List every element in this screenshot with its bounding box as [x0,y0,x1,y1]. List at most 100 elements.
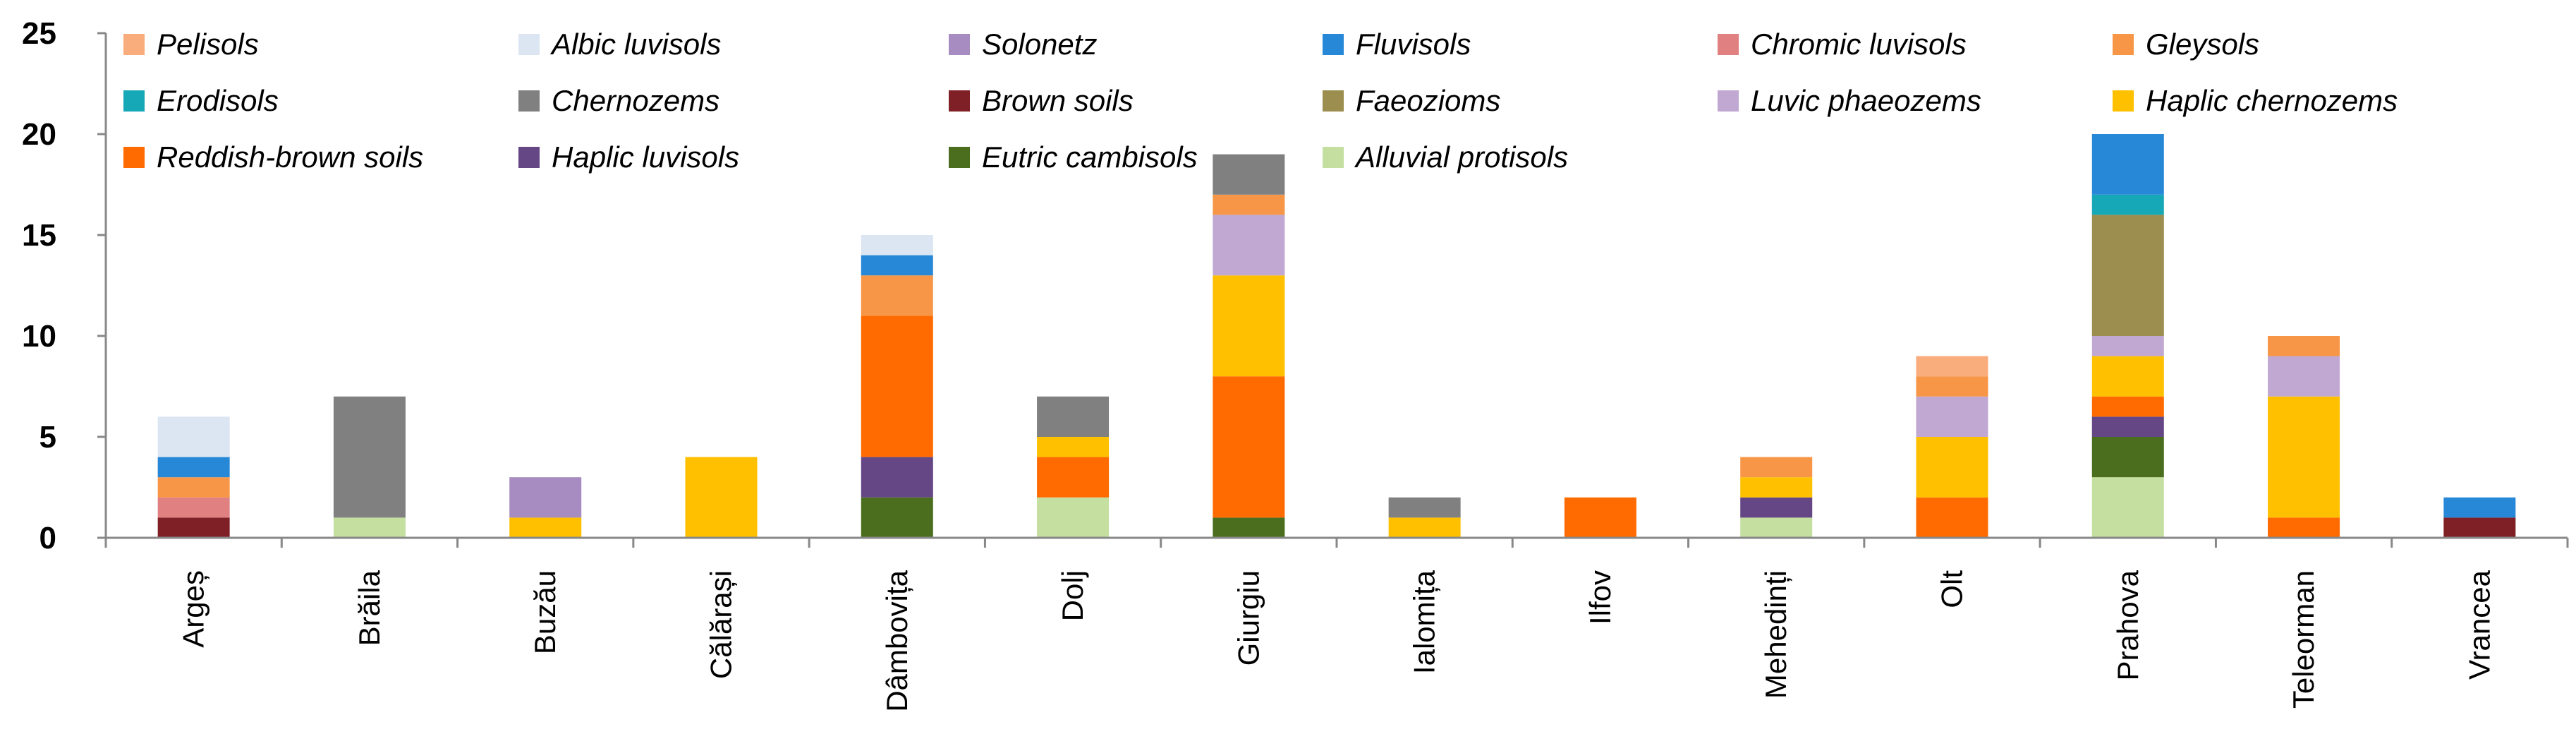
legend-swatch [949,147,970,168]
legend-label: Albic luvisols [549,28,721,61]
legend-item-pelisols: Pelisols [123,28,259,61]
x-tick-label-dambovita: Dâmbovița [880,570,913,711]
bar-mehedinti-gleysols [1740,457,1813,478]
legend-label: Luvic phaeozems [1751,84,1981,117]
legend-item-reddish-brown-soils: Reddish-brown soils [123,140,423,174]
y-tick-label: 10 [22,319,56,354]
y-tick-label: 20 [22,117,56,152]
legend-swatch [2113,90,2134,112]
x-tick-label-dolj: Dolj [1056,570,1089,621]
legend-label: Chromic luvisols [1751,28,1967,61]
legend-swatch [518,147,540,168]
legend-item-albic-luvisols: Albic luvisols [518,28,721,61]
legend-swatch [123,90,145,112]
bar-dolj-haplic-chernozems [1037,437,1110,457]
legend-item-brown-soils: Brown soils [949,84,1134,117]
bar-prahova-luvic-phaeozems [2091,336,2164,356]
bar-ialomita-chernozems [1388,497,1461,518]
bar-dambovita-reddish-brown-soils [861,315,933,457]
y-axis: 0 5 10 15 20 25 [22,16,107,555]
bar-prahova-fluvisols [2091,134,2164,195]
x-tick-label-vrancea: Vrancea [2462,570,2496,680]
x-tick-label-ialomita: Ialomița [1408,570,1441,674]
x-tick-label-arges: Argeș [177,570,210,648]
x-tick-label-teleorman: Teleorman [2287,570,2320,709]
bar-ilfov-reddish-brown-soils [1564,497,1636,538]
bar-prahova-haplic-luvisols [2091,416,2164,437]
x-tick-label-olt: Olt [1936,570,1969,608]
bars [157,134,2516,538]
legend-swatch [2113,34,2134,55]
y-tick-label: 5 [40,420,56,455]
bar-prahova-eutric-cambisols [2091,437,2164,478]
bar-arges-albic-luvisols [157,416,230,457]
bar-arges-gleysols [157,477,230,498]
legend-swatch [1323,34,1344,55]
legend-label: Eutric cambisols [982,140,1198,174]
bar-olt-reddish-brown-soils [1916,497,1988,538]
legend-label: Alluvial protisols [1354,140,1568,174]
legend-swatch [1718,34,1739,55]
legend-item-haplic-luvisols: Haplic luvisols [518,140,739,174]
bar-dambovita-haplic-luvisols [861,457,933,498]
bar-calarasi-haplic-chernozems [685,457,758,538]
bar-dambovita-fluvisols [861,255,933,276]
bar-giurgiu-luvic-phaeozems [1213,215,1285,276]
legend-label: Haplic chernozems [2146,84,2398,117]
y-tick-label: 25 [22,16,56,51]
bar-giurgiu-haplic-chernozems [1213,275,1285,377]
legend-label: Haplic luvisols [552,140,739,174]
legend-label: Chernozems [552,84,719,117]
bar-olt-pelisols [1916,356,1988,377]
bar-vrancea-brown-soils [2443,517,2516,538]
bar-giurgiu-eutric-cambisols [1213,517,1285,538]
legend-swatch [1323,90,1344,112]
legend-swatch [949,90,970,112]
legend-label: Erodisols [157,84,279,117]
legend-item-fluvisols: Fluvisols [1323,28,1471,61]
x-tick-label-buzau: Buzău [528,570,561,654]
legend-item-alluvial-protisols: Alluvial protisols [1323,140,1568,174]
bar-teleorman-gleysols [2268,336,2340,356]
legend-swatch [949,34,970,55]
x-tick-label-ilfov: Ilfov [1584,570,1617,625]
legend-item-faeozioms: Faeozioms [1323,84,1500,117]
x-tick-label-braila: Brăila [353,570,386,646]
bar-olt-haplic-chernozems [1916,437,1988,498]
bar-teleorman-haplic-chernozems [2268,396,2340,518]
bar-giurgiu-chernozems [1213,154,1285,195]
bar-dambovita-gleysols [861,275,933,316]
legend-label: Pelisols [157,28,259,61]
bar-mehedinti-haplic-luvisols [1740,497,1813,518]
x-tick-label-giurgiu: Giurgiu [1232,570,1265,666]
bar-arges-fluvisols [157,457,230,478]
bar-dolj-chernozems [1037,396,1110,437]
legend-label: Fluvisols [1356,28,1471,61]
bar-prahova-erodisols [2091,194,2164,215]
x-tick-label-prahova: Prahova [2111,570,2144,680]
bar-giurgiu-reddish-brown-soils [1213,376,1285,518]
x-tick-label-mehedinti: Mehedinți [1759,570,1792,699]
bar-dolj-alluvial-protisols [1037,497,1110,538]
legend-item-luvic-phaeozems: Luvic phaeozems [1718,84,1981,117]
bar-giurgiu-gleysols [1213,194,1285,215]
bar-prahova-reddish-brown-soils [2091,396,2164,417]
bar-dambovita-eutric-cambisols [861,497,933,538]
legend-item-erodisols: Erodisols [123,84,279,117]
bar-ialomita-haplic-chernozems [1388,517,1461,538]
legend-swatch [123,147,145,168]
bar-prahova-haplic-chernozems [2091,356,2164,397]
bar-arges-brown-soils [157,517,230,538]
legend-label: Gleysols [2146,28,2259,61]
legend: Pelisols Albic luvisols Solonetz Fluvisols C… [123,28,2398,174]
legend-label: Faeozioms [1356,84,1500,117]
bar-braila-chernozems [333,396,406,518]
bar-mehedinti-alluvial-protisols [1740,517,1813,538]
bar-buzau-solonetz [509,477,582,518]
bar-vrancea-fluvisols [2443,497,2516,518]
bar-prahova-alluvial-protisols [2091,477,2164,538]
legend-swatch [518,34,540,55]
legend-item-eutric-cambisols: Eutric cambisols [949,140,1198,174]
x-axis: Argeș Brăila Buzău Călărași Dâmbovița Dolj Giu… [104,536,2569,712]
legend-item-chromic-luvisols: Chromic luvisols [1718,28,1967,61]
